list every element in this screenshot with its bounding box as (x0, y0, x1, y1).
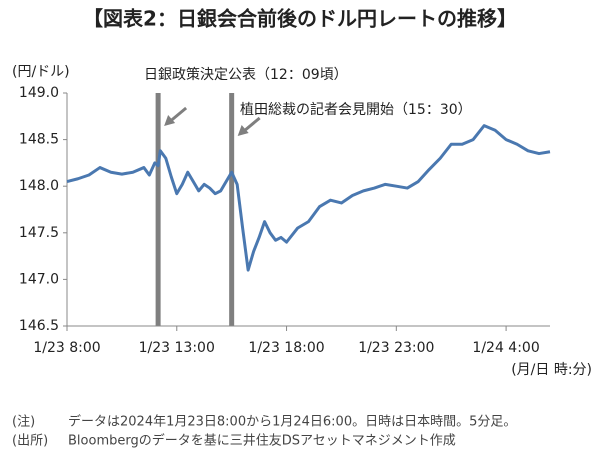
series-line (66, 124, 551, 272)
y-tick-label: 146.5 (19, 318, 59, 334)
event-arrow-head (164, 115, 176, 126)
note-text: データは2024年1月23日8:00から1月24日6:00。日時は日本時間。5分… (68, 414, 516, 430)
y-axis-label: (円/ドル) (12, 64, 70, 80)
chart-title: 【図表2：日銀会合前後のドル円レートの推移】 (83, 7, 517, 31)
x-tick-label: 1/23 23:00 (358, 340, 434, 356)
event-label: 日銀政策決定公表（12：09頃） (144, 66, 348, 83)
y-tick-label: 147.5 (19, 225, 59, 241)
y-tick-label: 148.5 (19, 132, 59, 148)
x-tick-label: 1/23 18:00 (248, 340, 324, 356)
note-tag: (注) (12, 415, 35, 430)
x-tick-label: 1/23 8:00 (33, 340, 100, 356)
note-tag: (出所) (12, 434, 48, 449)
event-label: 植田総裁の記者会見開始（15：30） (240, 101, 472, 118)
y-tick-label: 149.0 (19, 85, 59, 101)
note-text: Bloombergのデータを基に三井住友DSアセットマネジメント作成 (68, 433, 456, 449)
x-axis-label: (月/日 時:分) (511, 362, 592, 378)
x-tick-label: 1/24 4:00 (472, 340, 539, 356)
x-tick-label: 1/23 13:00 (139, 340, 215, 356)
event-arrow-head (237, 125, 249, 136)
y-tick-label: 147.0 (19, 271, 59, 287)
y-tick-label: 148.0 (19, 178, 59, 194)
